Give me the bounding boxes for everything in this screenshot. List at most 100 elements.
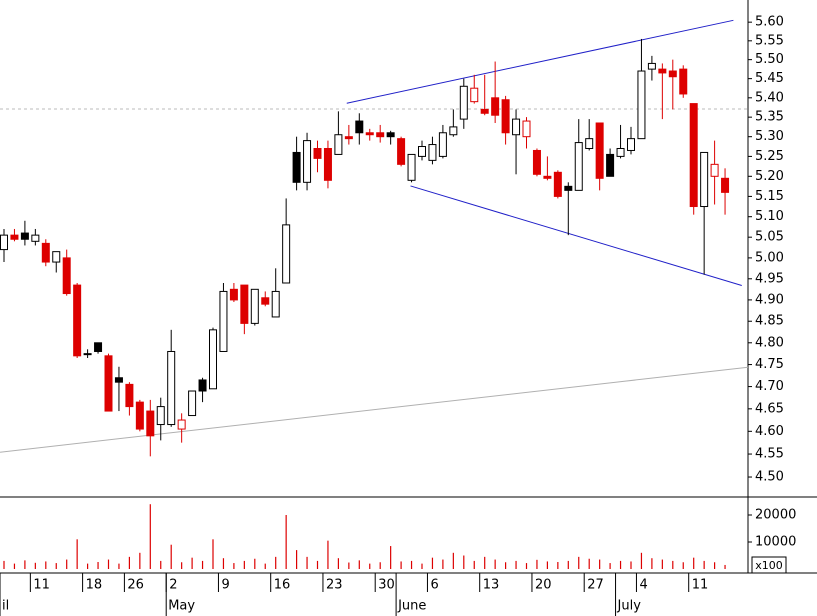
- candle-body: [512, 118, 521, 136]
- candle-body: [292, 151, 301, 183]
- month-label: July: [617, 599, 642, 614]
- y-tick-label: 5.10: [755, 209, 784, 224]
- candle-body: [282, 224, 291, 284]
- candle-body: [710, 163, 719, 177]
- candle-body: [20, 232, 29, 240]
- candle-body: [355, 120, 364, 134]
- x-tick-label: 6: [430, 578, 438, 593]
- candle-body: [721, 177, 730, 193]
- candle-body: [323, 147, 332, 181]
- candle-body: [94, 342, 103, 352]
- candle-body: [146, 410, 155, 437]
- y-tick-label: 5.45: [755, 71, 784, 86]
- month-label: June: [397, 599, 426, 614]
- y-tick-label: 10000: [755, 535, 796, 550]
- candle-body: [41, 242, 50, 263]
- candle-body: [418, 146, 426, 157]
- candle-body: [52, 251, 61, 263]
- candle-body: [303, 140, 312, 183]
- x-tick-label: 13: [483, 578, 500, 593]
- candle-body: [73, 284, 82, 357]
- candle-body: [334, 134, 343, 155]
- candle-body: [449, 126, 458, 136]
- candle-body: [271, 290, 280, 318]
- candle-body: [209, 329, 217, 390]
- candle-body: [689, 103, 698, 208]
- candle-body: [585, 138, 594, 149]
- candle-body: [188, 390, 197, 417]
- candle-body: [637, 70, 646, 140]
- candle-body: [428, 144, 437, 161]
- candle-body: [31, 234, 40, 242]
- candle-body: [135, 401, 144, 430]
- candle-body: [543, 175, 552, 179]
- y-tick-label: 4.80: [755, 335, 784, 350]
- candle-body: [114, 377, 123, 383]
- y-tick-label: 4.60: [755, 424, 784, 439]
- candle-body: [532, 149, 541, 175]
- candle-body: [616, 147, 625, 157]
- candle-body: [574, 142, 583, 191]
- candle-body: [177, 419, 186, 430]
- y-tick-label: 5.15: [755, 189, 784, 204]
- unit-box: [751, 556, 787, 574]
- candle-body: [250, 288, 259, 324]
- y-tick-label: 20000: [755, 508, 796, 523]
- trend-line: [410, 185, 742, 287]
- month-label: il: [2, 599, 9, 614]
- candle-body: [606, 153, 615, 177]
- candle-body: [167, 350, 176, 426]
- trend-line: [0, 366, 749, 453]
- x-tick-label: 9: [221, 578, 229, 593]
- candle-body: [313, 147, 322, 159]
- candle-body: [459, 85, 468, 120]
- y-tick-label: 5.60: [755, 15, 784, 30]
- candle-body: [386, 132, 395, 138]
- candle-body: [522, 120, 531, 138]
- candle-body: [10, 234, 19, 240]
- candle-body: [470, 87, 479, 103]
- x-tick-label: 23: [326, 578, 343, 593]
- candle-body: [407, 153, 416, 181]
- candle-body: [62, 257, 71, 295]
- month-label: May: [168, 599, 195, 614]
- candle-body: [595, 122, 604, 179]
- x-tick-label: 11: [692, 578, 709, 593]
- candle-body: [480, 108, 489, 114]
- y-tick-label: 4.55: [755, 447, 784, 462]
- candle-body: [219, 290, 228, 352]
- y-tick-label: 5.20: [755, 169, 784, 184]
- y-tick-label: 4.65: [755, 401, 784, 416]
- y-tick-label: 5.05: [755, 230, 784, 245]
- candle-body: [83, 353, 92, 356]
- candle-body: [700, 151, 709, 208]
- y-tick-label: 5.30: [755, 129, 784, 144]
- candle-body: [229, 288, 238, 301]
- y-tick-label: 4.95: [755, 271, 784, 286]
- candle-body: [679, 68, 688, 95]
- candle-body: [240, 284, 249, 324]
- candle-body: [125, 383, 134, 408]
- x-tick-label: 4: [639, 578, 647, 593]
- y-tick-label: 4.70: [755, 379, 784, 394]
- y-tick-label: 5.50: [755, 52, 784, 67]
- y-tick-label: 4.75: [755, 357, 784, 372]
- y-tick-label: 5.55: [755, 33, 784, 48]
- x-tick-label: 18: [86, 578, 103, 593]
- candle-body: [198, 379, 207, 392]
- candle-body: [501, 99, 510, 134]
- candle-body: [438, 132, 447, 157]
- candle-body: [491, 97, 500, 116]
- candle-body: [397, 138, 406, 165]
- candle-body: [104, 355, 113, 412]
- candle-body: [261, 297, 270, 305]
- y-tick-label: 4.85: [755, 314, 784, 329]
- y-tick-label: 5.25: [755, 149, 784, 164]
- y-tick-label: 5.35: [755, 110, 784, 125]
- candle-body: [156, 406, 165, 426]
- candle-body: [344, 136, 353, 140]
- x-tick-label: 2: [169, 578, 177, 593]
- y-tick-label: 5.00: [755, 250, 784, 265]
- candle-body: [668, 70, 677, 78]
